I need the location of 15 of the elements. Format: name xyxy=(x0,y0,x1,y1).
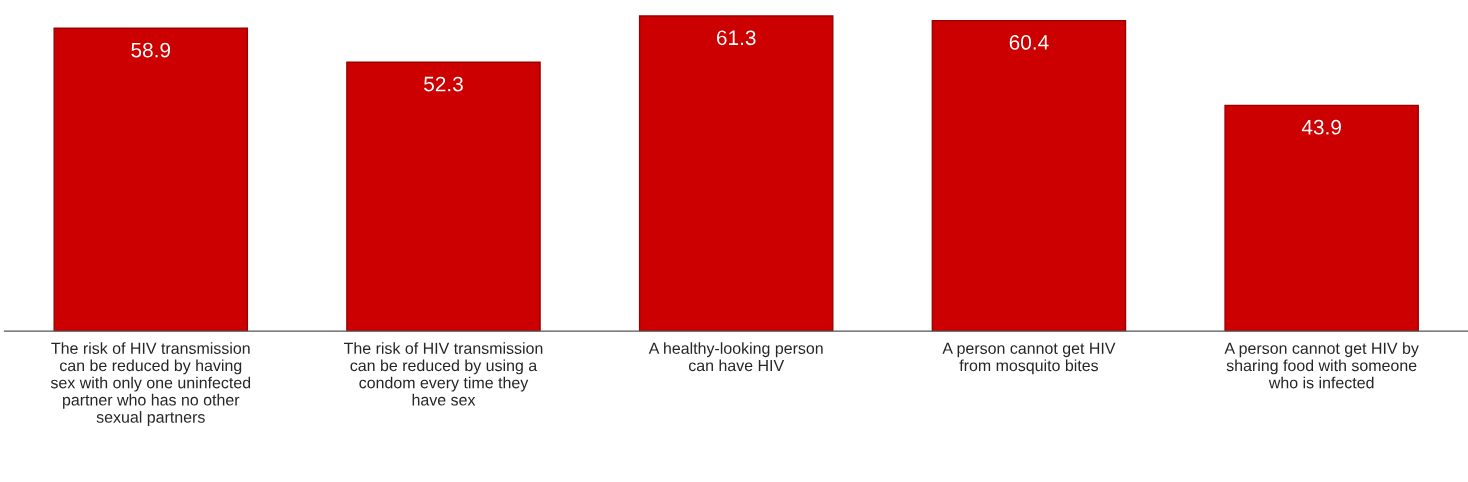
data-label: 58.9 xyxy=(131,42,171,58)
data-label: 60.4 xyxy=(1009,35,1049,50)
x-tick-label: The risk of HIV transmission can be reduced by using a condom every time they have sex xyxy=(343,342,543,406)
x-tick-label: The risk of HIV transmission can be reduced by having sex with only one uninfected partner who has no other sexual partners xyxy=(50,342,251,426)
data-label: 61.3 xyxy=(716,30,756,46)
bar xyxy=(638,15,834,332)
bar xyxy=(1224,104,1419,332)
bar xyxy=(931,19,1127,332)
x-tick-label: A healthy-looking person can have HIV xyxy=(648,342,823,372)
bar xyxy=(53,27,249,332)
data-label: 43.9 xyxy=(1301,119,1341,135)
data-label: 52.3 xyxy=(424,76,463,92)
bar xyxy=(346,61,541,332)
x-tick-label: A person cannot get HIV by sharing food with someone who is infected xyxy=(1224,342,1419,389)
x-tick-label: A person cannot get HIV from mosquito bites xyxy=(942,342,1116,375)
